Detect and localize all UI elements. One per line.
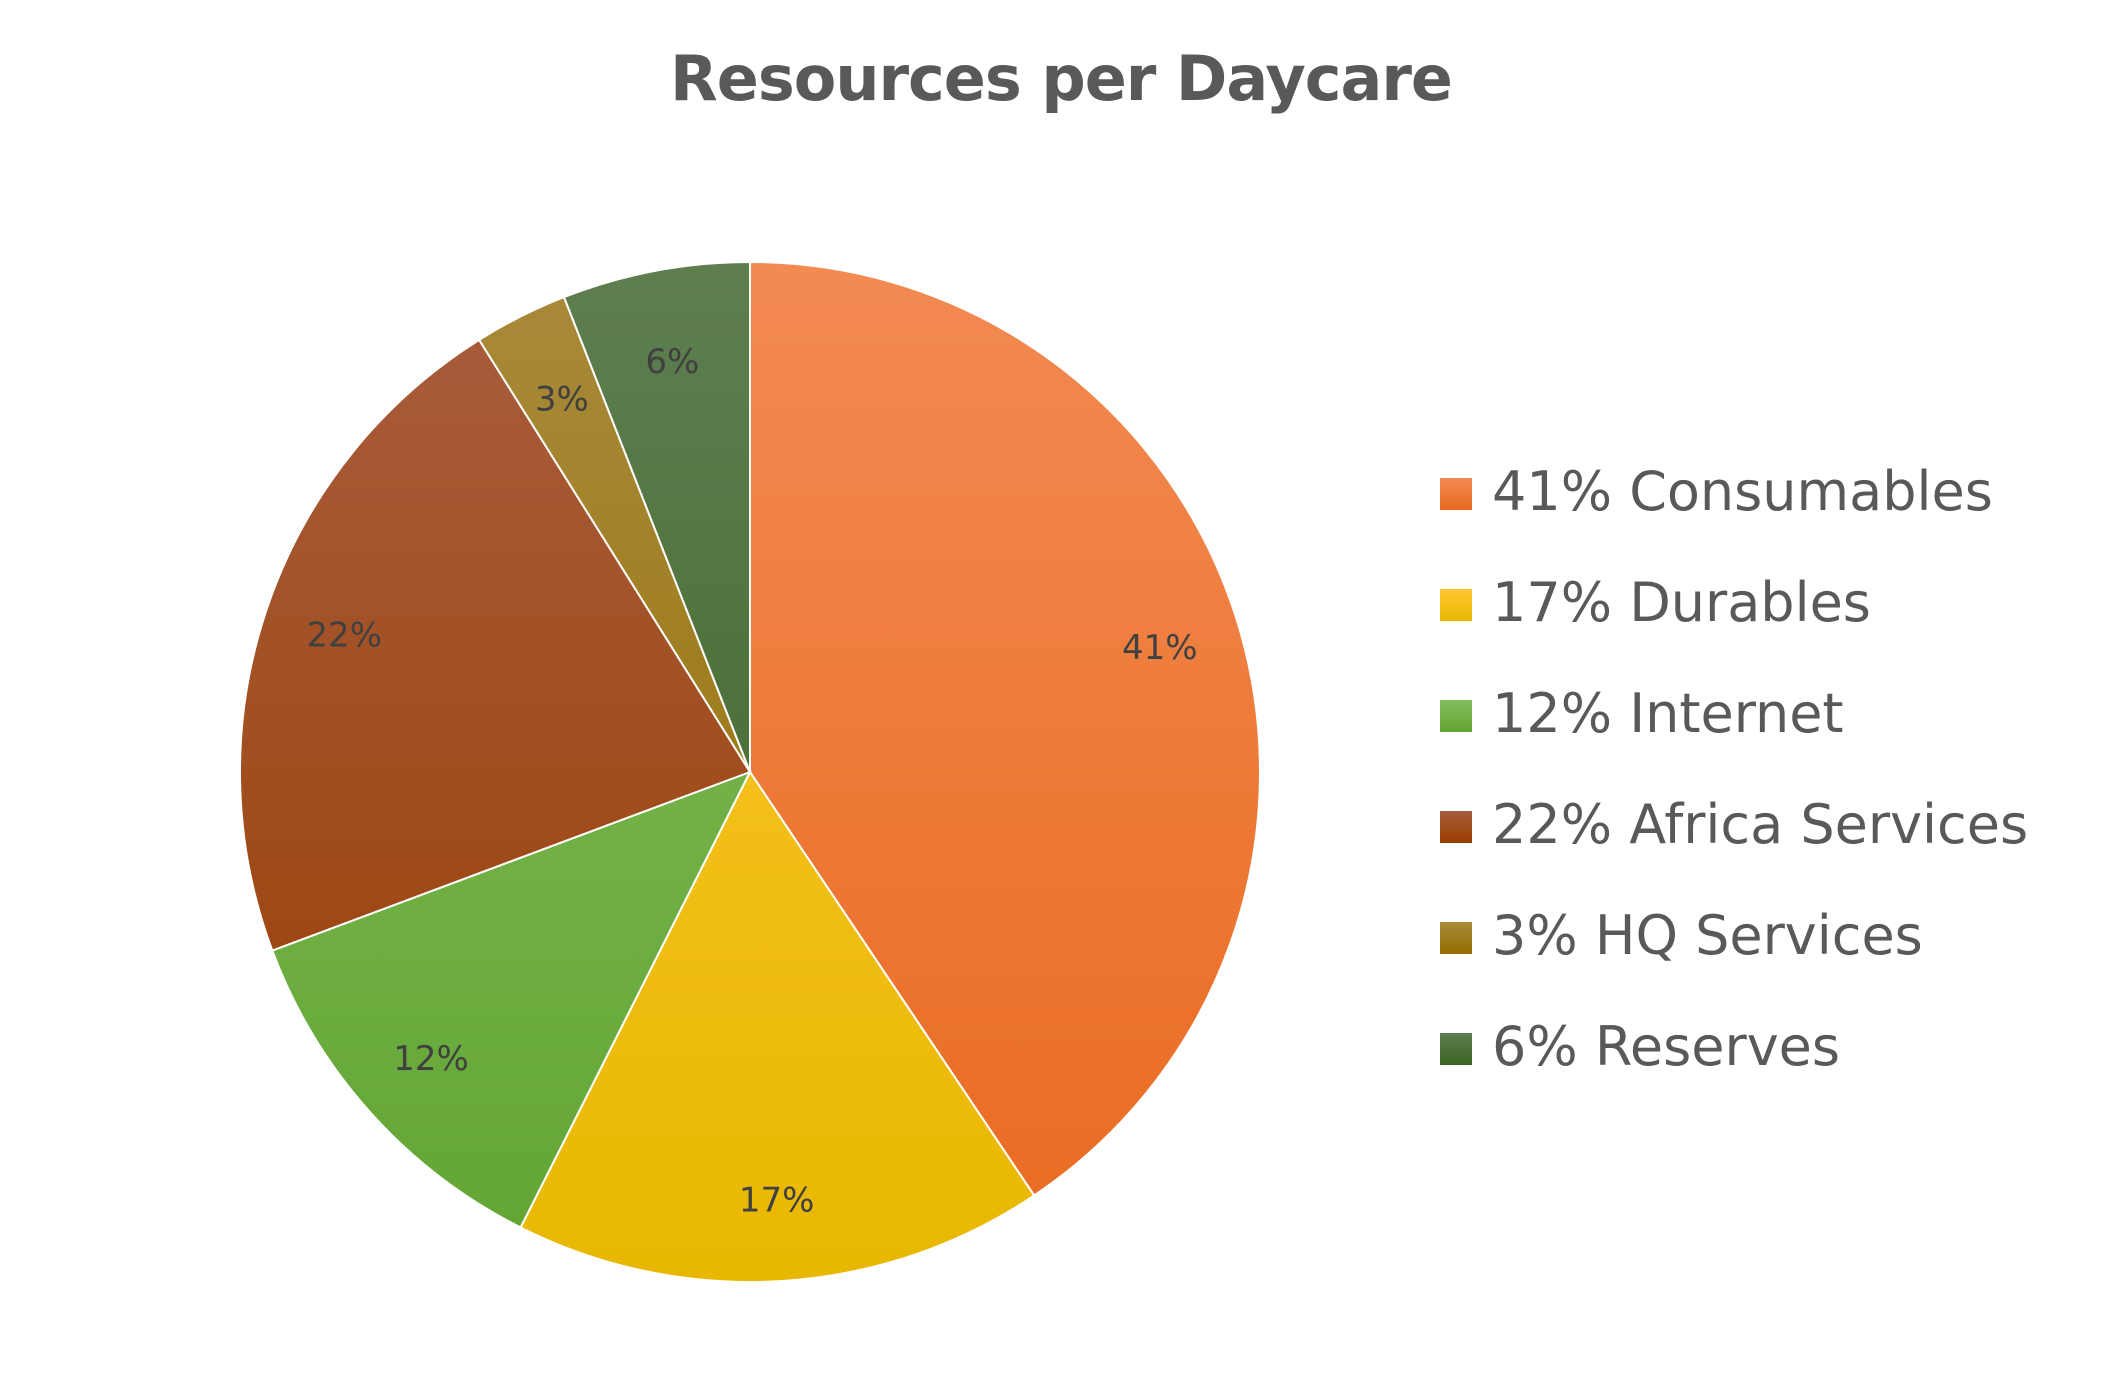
chart-title: Resources per Daycare	[670, 42, 1453, 115]
legend-swatch	[1440, 700, 1472, 732]
pie-slice-reserves	[562, 260, 751, 773]
data-label-reserves: 6%	[645, 342, 699, 382]
legend-swatch	[1440, 1033, 1472, 1065]
pie-slice-africa-services	[239, 338, 752, 952]
data-label-internet: 12%	[393, 1039, 469, 1079]
legend-label: 41% Consumables	[1492, 460, 1993, 523]
pie-slice-durables	[519, 770, 1036, 1283]
data-label-durables: 17%	[739, 1181, 815, 1221]
legend-label: 6% Reserves	[1492, 1015, 1841, 1078]
pie-slices	[239, 260, 1261, 1283]
legend-swatch	[1440, 478, 1472, 510]
legend-label: 22% Africa Services	[1492, 793, 2029, 856]
legend-swatch	[1440, 922, 1472, 954]
legend-label: 17% Durables	[1492, 571, 1871, 634]
data-label-consumables: 41%	[1122, 628, 1198, 668]
data-label-hq-services: 3%	[535, 379, 589, 419]
data-label-africa-services: 22%	[306, 616, 382, 656]
legend-label: 3% HQ Services	[1492, 904, 1923, 967]
pie-data-labels: 41% 17% 12% 22% 3% 6%	[306, 342, 1197, 1221]
pie-slice-consumables	[749, 260, 1261, 1197]
legend-swatch	[1440, 589, 1472, 621]
pie-slice-internet	[270, 770, 753, 1229]
legend-label: 12% Internet	[1492, 682, 1844, 745]
legend-swatch	[1440, 811, 1472, 843]
